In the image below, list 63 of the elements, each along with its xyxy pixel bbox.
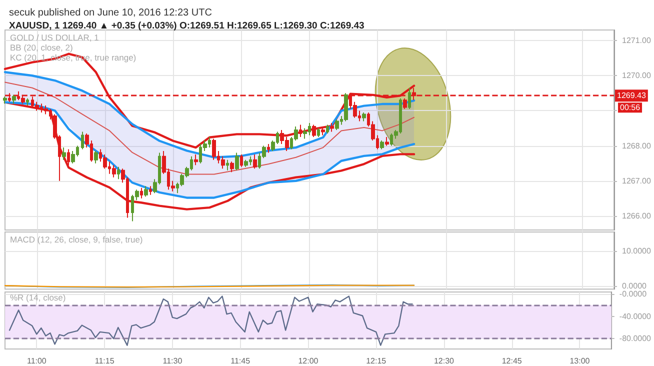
candlestick bbox=[112, 164, 116, 178]
y-tick-label: 1271.00 bbox=[622, 36, 652, 46]
candlestick bbox=[12, 94, 16, 104]
chart-title: secuk published on June 10, 2016 12:23 UTC bbox=[9, 8, 212, 18]
x-tick-label: 12:00 bbox=[298, 356, 319, 366]
candlestick bbox=[408, 87, 411, 110]
candlestick bbox=[267, 144, 270, 154]
candlestick bbox=[117, 166, 120, 180]
candlestick bbox=[3, 96, 7, 104]
y-tick-label: -40.0000 bbox=[619, 312, 652, 321]
annotation: %R (14, close) bbox=[10, 292, 66, 302]
y-tick-label: 0.0000 bbox=[622, 282, 648, 290]
x-tick-label: 11:00 bbox=[26, 356, 47, 366]
candlestick bbox=[230, 161, 234, 173]
candlestick bbox=[62, 147, 66, 160]
candlestick bbox=[362, 112, 366, 122]
x-tick-label: 12:45 bbox=[502, 356, 522, 366]
annotation: BB (20, close, 2) bbox=[10, 42, 73, 52]
candlestick bbox=[380, 140, 384, 150]
line-series bbox=[4, 71, 416, 158]
candlestick bbox=[67, 148, 70, 166]
line-series bbox=[4, 82, 415, 175]
x-tick-label: 11:30 bbox=[162, 356, 183, 366]
x-tick-label: 11:15 bbox=[94, 356, 115, 366]
candlestick bbox=[335, 118, 339, 130]
x-tick-label: 13:00 bbox=[570, 356, 590, 366]
candlestick bbox=[226, 159, 229, 171]
y-tick-label: 1267.00 bbox=[622, 176, 652, 186]
candlestick bbox=[244, 159, 248, 168]
ref-line-label: 1269.43 bbox=[617, 91, 646, 100]
annotation: GOLD / US DOLLAR, 1 bbox=[10, 32, 100, 42]
x-tick-label: 11:45 bbox=[230, 356, 251, 366]
candlestick bbox=[149, 186, 152, 196]
candlestick bbox=[81, 131, 84, 150]
y-tick-label: 1270.00 bbox=[622, 71, 652, 80]
chart-subtitle: XAUUSD, 1 1269.40 ▲ +0.35 (+0.03%) O:1269.51 H:1269.65 L:1269.30 C:1269.43 bbox=[9, 20, 364, 32]
x-tick-label: 12:15 bbox=[366, 356, 387, 366]
y-tick-label: -0.0000 bbox=[619, 290, 648, 298]
candlestick bbox=[194, 154, 198, 166]
candlestick bbox=[26, 98, 29, 106]
text: 00:56 bbox=[620, 103, 641, 112]
candlestick bbox=[299, 124, 302, 138]
candlestick bbox=[94, 150, 98, 164]
candlestick bbox=[330, 122, 334, 132]
line-series bbox=[8, 296, 413, 346]
candlestick bbox=[321, 126, 325, 136]
candlestick bbox=[344, 92, 348, 122]
candlestick bbox=[140, 187, 143, 199]
y-tick-label: -80.0000 bbox=[619, 334, 652, 344]
y-tick-label: 10.0000 bbox=[622, 246, 652, 256]
candlestick bbox=[403, 98, 407, 110]
x-tick-label: 12:30 bbox=[434, 356, 455, 366]
candlestick bbox=[253, 154, 257, 170]
candlestick bbox=[235, 152, 239, 171]
candlestick bbox=[144, 186, 148, 198]
y-tick-label: 1268.00 bbox=[622, 141, 652, 150]
y-tick-label: 1266.00 bbox=[622, 211, 652, 220]
candlestick bbox=[240, 154, 243, 168]
candlestick bbox=[317, 128, 320, 138]
candlestick bbox=[312, 124, 316, 138]
candlestick bbox=[326, 124, 329, 134]
candlestick bbox=[385, 136, 389, 146]
annotation: MACD (12, 26, close, 9, false, true) bbox=[10, 234, 143, 244]
